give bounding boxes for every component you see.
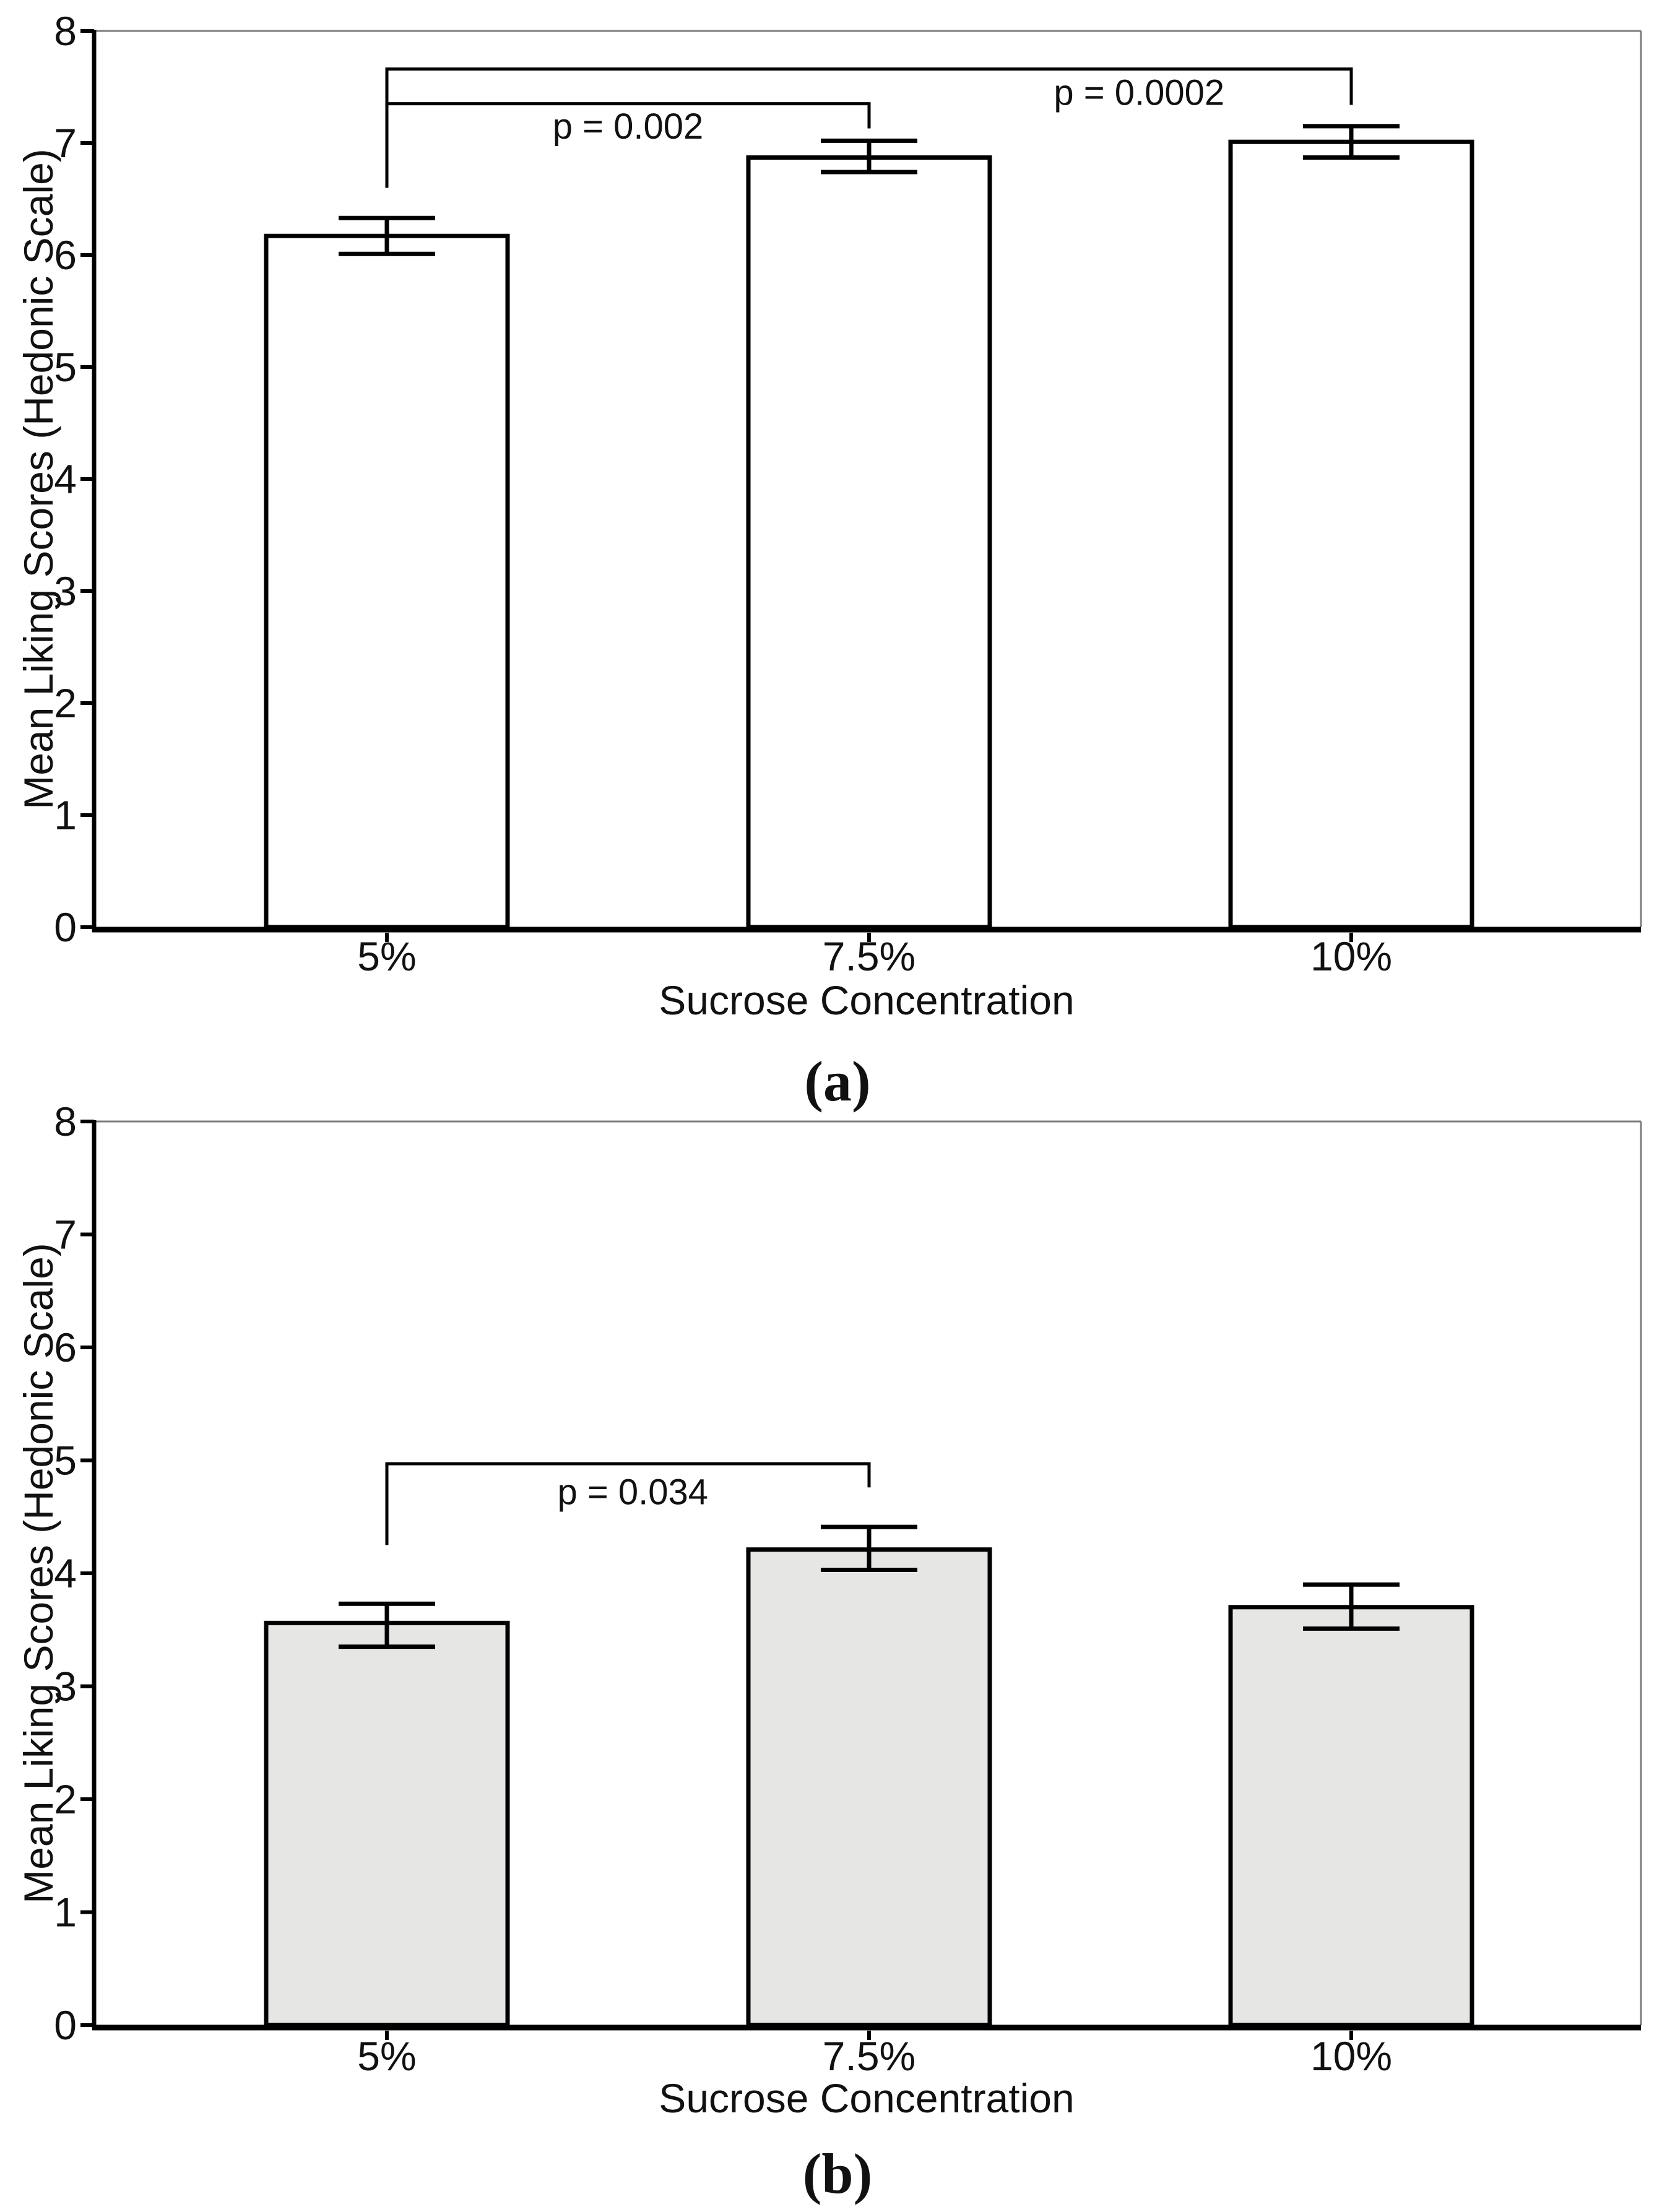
bar-chart-panel-a: 0 1 2 3 4 5 6 7 8 5% 7.5% 10% p = 0.002 p = 0.0002 — [54, 8, 1642, 979]
y-tick-label-4: 4 — [54, 1550, 77, 1596]
y-tick-label-0: 0 — [54, 2002, 77, 2048]
y-tick-label-4: 4 — [54, 456, 77, 502]
y-tick-label-6: 6 — [54, 232, 77, 278]
panel-caption-b: (b) — [803, 2142, 872, 2205]
x-tick-label-7.5%: 7.5% — [823, 933, 915, 979]
p-value-label-0: p = 0.002 — [553, 106, 704, 147]
bar-5% — [264, 233, 510, 930]
x-tick-label-10%: 10% — [1310, 2033, 1392, 2079]
y-tick-label-7: 7 — [54, 1212, 77, 1258]
bar-7.5% — [746, 155, 992, 930]
bar-10% — [1228, 139, 1474, 930]
bar-7.5% — [746, 1547, 992, 2028]
y-tick-label-2: 2 — [54, 1776, 77, 1822]
y-tick-label-3: 3 — [54, 568, 77, 614]
x-tick-label-7.5%: 7.5% — [823, 2033, 915, 2079]
y-tick-label-8: 8 — [54, 1099, 77, 1144]
y-axis-title-a: Mean Liking Scores (Hedonic Scale) — [15, 149, 61, 810]
significance-bracket-0 — [385, 1462, 871, 1545]
y-axis-title-b: Mean Liking Scores (Hedonic Scale) — [15, 1243, 61, 1904]
y-tick-label-1: 1 — [54, 792, 77, 838]
x-tick-label-5%: 5% — [357, 2033, 416, 2079]
bar-5% — [264, 1620, 510, 2028]
y-tick-label-3: 3 — [54, 1664, 77, 1709]
y-tick-label-5: 5 — [54, 344, 77, 390]
x-tick-label-10%: 10% — [1310, 933, 1392, 979]
significance-bracket-1 — [385, 67, 1353, 188]
p-value-label-0: p = 0.034 — [558, 1472, 709, 1513]
y-tick-label-5: 5 — [54, 1438, 77, 1484]
x-axis-title-b: Sucrose Concentration — [659, 2075, 1074, 2121]
y-tick-label-7: 7 — [54, 120, 77, 166]
p-value-label-1: p = 0.0002 — [1054, 73, 1224, 113]
y-tick-label-1: 1 — [54, 1890, 77, 1935]
x-axis-title-a: Sucrose Concentration — [659, 977, 1074, 1023]
bar-10% — [1228, 1605, 1474, 2028]
x-tick-label-5%: 5% — [357, 933, 416, 979]
y-tick-label-6: 6 — [54, 1324, 77, 1370]
y-tick-label-0: 0 — [54, 904, 77, 950]
y-tick-label-2: 2 — [54, 680, 77, 726]
panel-caption-a: (a) — [804, 1050, 870, 1113]
y-tick-label-8: 8 — [54, 8, 77, 54]
bar-chart-panel-b: 0 1 2 3 4 5 6 7 8 5% 7.5% 10% p = 0.034 — [54, 1099, 1642, 2079]
